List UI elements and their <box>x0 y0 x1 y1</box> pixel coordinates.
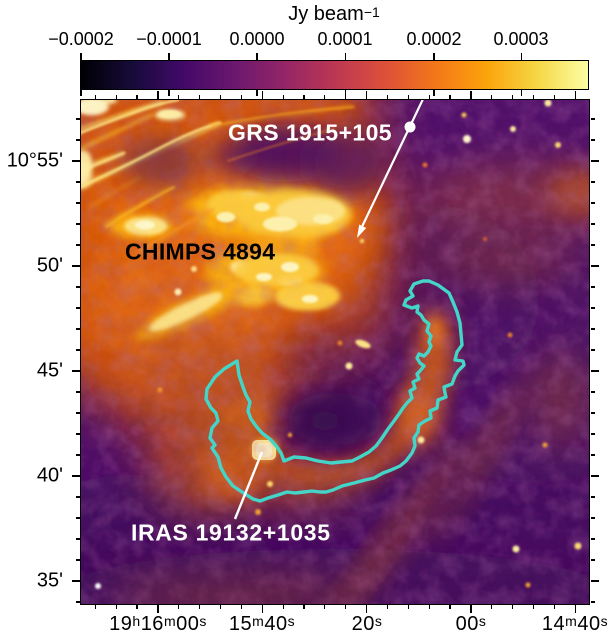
svg-text:CHIMPS 4894: CHIMPS 4894 <box>125 239 275 265</box>
svg-text:IRAS 19132+1035: IRAS 19132+1035 <box>131 520 331 546</box>
svg-text:GRS 1915+105: GRS 1915+105 <box>228 120 392 146</box>
